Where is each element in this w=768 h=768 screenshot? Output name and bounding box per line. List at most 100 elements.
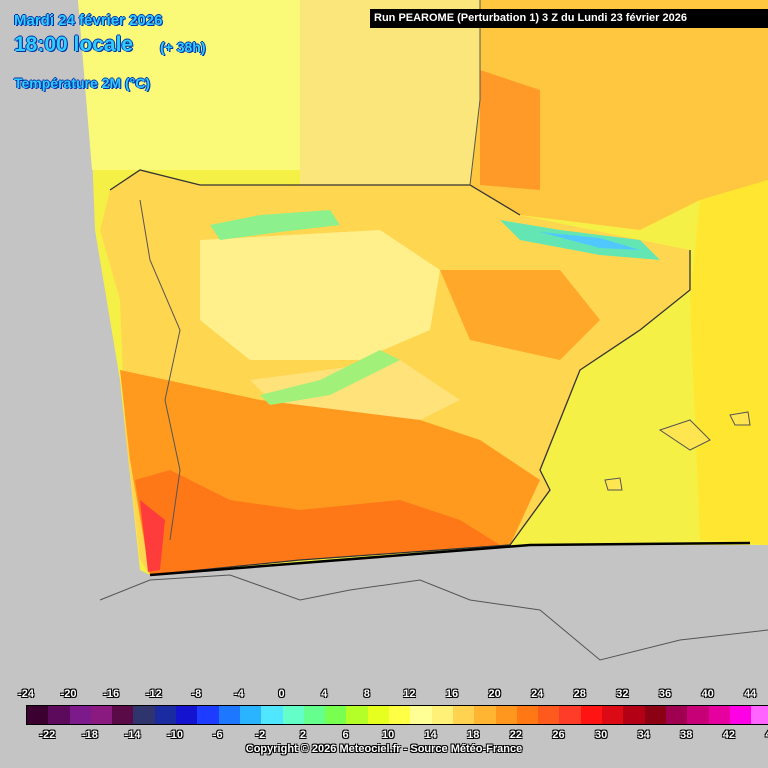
legend-swatch bbox=[154, 706, 177, 724]
legend-swatch bbox=[389, 706, 411, 724]
legend-swatch bbox=[69, 706, 91, 724]
legend-bottom-label: 22 bbox=[509, 729, 523, 741]
legend-top-label: 0 bbox=[278, 688, 285, 700]
legend-swatch bbox=[580, 706, 603, 724]
legend-swatch bbox=[282, 706, 304, 724]
legend-bottom-label: 2 bbox=[299, 729, 306, 741]
legend-top-label: 36 bbox=[658, 688, 672, 700]
legend-bottom-label: 30 bbox=[594, 729, 608, 741]
menorca bbox=[729, 411, 751, 426]
sistema-central bbox=[260, 350, 400, 405]
france-land bbox=[470, 0, 768, 230]
legend-swatch bbox=[665, 706, 688, 724]
legend-swatches bbox=[26, 705, 768, 725]
legend-swatch bbox=[27, 706, 49, 724]
legend-bottom-label: 34 bbox=[637, 729, 650, 741]
forecast-date: Mardi 24 février 2026 bbox=[14, 12, 163, 29]
legend-top-label: 32 bbox=[616, 688, 629, 700]
legend-bottom-label: 10 bbox=[381, 729, 395, 741]
legend-swatch bbox=[452, 706, 475, 724]
north-coastline bbox=[109, 169, 521, 216]
legend-bottom-label: 42 bbox=[722, 729, 736, 741]
legend-bottom-label: -22 bbox=[39, 729, 56, 741]
legend-swatch bbox=[623, 706, 645, 724]
france-coast bbox=[469, 0, 481, 186]
east-coastline bbox=[149, 250, 691, 576]
legend-swatch bbox=[474, 706, 496, 724]
ebro-valley bbox=[440, 270, 600, 360]
legend-swatch bbox=[261, 706, 283, 724]
parameter-title: Température 2M (°C) bbox=[14, 75, 151, 91]
legend-swatch bbox=[410, 706, 432, 724]
legend-swatch bbox=[538, 706, 560, 724]
meseta-south bbox=[250, 360, 460, 420]
legend-bottom-label: 26 bbox=[552, 729, 565, 741]
legend-top-label: -16 bbox=[103, 688, 120, 700]
legend-swatch bbox=[218, 706, 240, 724]
legend-swatch bbox=[239, 706, 262, 724]
run-banner: Run PEAROME (Perturbation 1) 3 Z du Lund… bbox=[370, 9, 768, 28]
legend-swatch bbox=[303, 706, 326, 724]
sea-north bbox=[78, 0, 300, 170]
legend-bottom-label: -10 bbox=[167, 729, 184, 741]
legend-swatch bbox=[325, 706, 347, 724]
forecast-time: 18:00 locale bbox=[14, 33, 134, 56]
legend-swatch bbox=[48, 706, 70, 724]
legend-swatch bbox=[495, 706, 517, 724]
legend-swatch bbox=[133, 706, 155, 724]
legend-bottom-label: 38 bbox=[680, 729, 693, 741]
legend-top-label: -8 bbox=[191, 688, 202, 700]
legend-top-label: 40 bbox=[701, 688, 714, 700]
legend-swatch bbox=[176, 706, 198, 724]
copyright: Copyright © 2026 Meteociel.fr - Source M… bbox=[245, 743, 523, 755]
france-southwest-warm bbox=[480, 70, 540, 190]
legend-top-label: -12 bbox=[145, 688, 162, 700]
legend-top-label: 20 bbox=[488, 688, 501, 700]
legend-swatch bbox=[602, 706, 624, 724]
legend-bottom-label: -2 bbox=[255, 729, 266, 741]
legend-top-label: 8 bbox=[363, 688, 370, 700]
mediterranean-east bbox=[690, 180, 768, 545]
legend-top-label: 12 bbox=[403, 688, 416, 700]
algarve-hot bbox=[140, 500, 165, 572]
legend-swatch bbox=[708, 706, 730, 724]
legend-top-label: -20 bbox=[60, 688, 77, 700]
legend-swatch bbox=[687, 706, 709, 724]
meseta-north bbox=[200, 230, 440, 360]
legend-bottom-label: -14 bbox=[124, 729, 141, 741]
legend-bottom-label: 14 bbox=[424, 729, 437, 741]
forecast-lead: (+ 38h) bbox=[160, 39, 206, 55]
color-legend: -24 -20 -16 -12 -8 -4 0 4 8 12 16 20 24 28 32 36 40 44 -2… bbox=[0, 684, 768, 768]
legend-top-label: -24 bbox=[18, 688, 34, 700]
legend-swatch bbox=[367, 706, 390, 724]
pyrenees-peaks bbox=[540, 232, 640, 250]
ibiza bbox=[604, 477, 623, 491]
legend-swatch bbox=[90, 706, 113, 724]
legend-swatch bbox=[751, 706, 768, 724]
legend-swatch bbox=[197, 706, 219, 724]
cantabrian-range bbox=[210, 210, 340, 240]
legend-swatch bbox=[431, 706, 453, 724]
legend-bottom-label: -6 bbox=[212, 729, 223, 741]
mallorca bbox=[658, 419, 711, 451]
guadalquivir-hot bbox=[135, 470, 500, 575]
legend-bottom-label: 18 bbox=[467, 729, 480, 741]
legend-swatch bbox=[346, 706, 368, 724]
legend-swatch bbox=[112, 706, 134, 724]
bay-of-biscay bbox=[300, 0, 480, 185]
legend-swatch bbox=[644, 706, 666, 724]
legend-top-label: 4 bbox=[321, 688, 328, 700]
legend-swatch bbox=[559, 706, 581, 724]
legend-top-label: -4 bbox=[234, 688, 244, 700]
domain-edge bbox=[149, 541, 751, 577]
legend-top-label: 24 bbox=[531, 688, 544, 700]
portugal-border bbox=[139, 199, 181, 541]
legend-swatch bbox=[516, 706, 539, 724]
legend-top-label: 16 bbox=[445, 688, 459, 700]
north-africa-coast bbox=[99, 574, 768, 661]
legend-top-label: 44 bbox=[744, 688, 757, 700]
legend-bottom-label: -18 bbox=[81, 729, 98, 741]
legend-top-label: 28 bbox=[573, 688, 586, 700]
legend-bottom-label: 6 bbox=[342, 729, 349, 741]
